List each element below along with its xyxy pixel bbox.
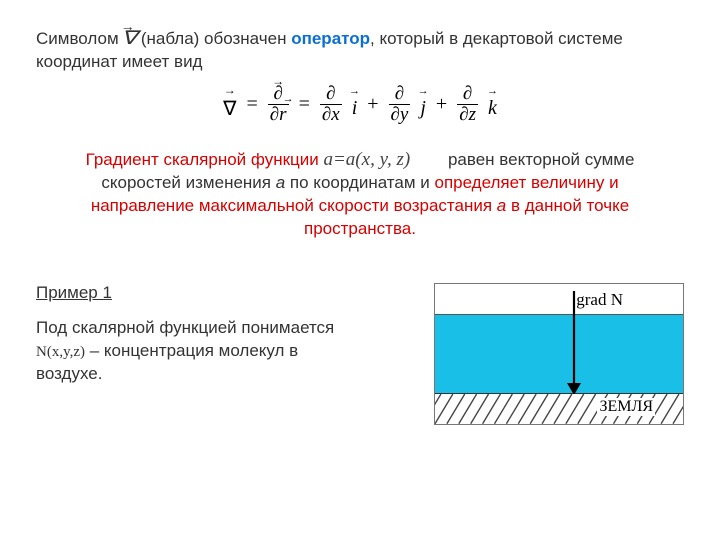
- ex-nxyz: N(x,y,z): [36, 344, 85, 360]
- ex-pre: Под скалярной функцией понимается: [36, 318, 334, 337]
- scalar-fn-expr: a=a(x, y, z): [323, 149, 410, 170]
- frac-bot: ∂r→: [268, 105, 289, 125]
- slide-root: Символом → ∇ (набла) обозначен оператор,…: [0, 0, 720, 540]
- arrow-icon: →: [418, 85, 429, 97]
- var-a-1: а: [276, 173, 285, 192]
- vec-label: k: [488, 97, 497, 119]
- frac-bot: ∂x: [320, 105, 342, 125]
- unit-i: → i: [352, 89, 358, 120]
- frac-dz: ∂ ∂z: [457, 84, 478, 125]
- var-a-2: а: [497, 196, 506, 215]
- arrow-icon: →: [487, 85, 498, 97]
- equals-2: =: [299, 93, 310, 116]
- frac-top: ∂: [393, 84, 406, 104]
- formula-block: → ∇ = → ∂ ∂r→ = ∂ ∂x → i +: [36, 84, 684, 125]
- p2-l2b: по координатам и: [285, 173, 434, 192]
- gradient-paragraph: Градиент скалярной функции a=a(x, y, z) …: [36, 147, 684, 241]
- unit-j: → j: [420, 89, 426, 120]
- p2-l1a: Градиент скалярной функции: [86, 150, 319, 169]
- frac-dy: ∂ ∂y: [389, 84, 411, 125]
- frac-bot: ∂z: [457, 105, 478, 125]
- vec-label: i: [352, 97, 358, 119]
- figure-top-strip: grad N: [435, 284, 683, 314]
- nabla-arrow-icon: →: [121, 21, 135, 35]
- earth-figure: grad N ЗЕМЛЯ: [434, 283, 684, 425]
- arrow-icon: →: [272, 75, 284, 88]
- frac-top: ∂: [324, 84, 337, 104]
- nabla-glyph: ∇: [223, 98, 236, 120]
- intro-after-nabla: (набла) обозначен: [141, 29, 291, 48]
- vec-label: j: [420, 97, 426, 119]
- operator-word: оператор: [291, 29, 370, 48]
- formula-nabla: → ∇: [223, 88, 236, 121]
- arrow-icon: →: [283, 94, 294, 106]
- intro-paragraph: Символом → ∇ (набла) обозначен оператор,…: [36, 28, 684, 74]
- example-row: Пример 1 Под скалярной функцией понимает…: [36, 283, 684, 425]
- down-arrow-icon: [563, 291, 585, 395]
- nabla-formula: → ∇ = → ∂ ∂r→ = ∂ ∂x → i +: [223, 84, 497, 125]
- arrow-icon: →: [349, 85, 360, 97]
- intro-pre: Символом: [36, 29, 123, 48]
- earth-label: ЗЕМЛЯ: [597, 398, 655, 416]
- p2-l1b: равен векторной: [448, 150, 580, 169]
- frac-dx: ∂ ∂x: [320, 84, 342, 125]
- frac-dr: → ∂ ∂r→: [268, 84, 289, 125]
- figure-ground: ЗЕМЛЯ: [435, 394, 683, 424]
- arrow-icon: →: [224, 84, 236, 96]
- example-body: Под скалярной функцией понимается N(x,y,…: [36, 317, 336, 386]
- frac-bot: ∂y: [389, 105, 411, 125]
- figure-sky: [435, 314, 683, 394]
- plus-2: +: [436, 93, 447, 116]
- frac-top: ∂: [461, 84, 474, 104]
- equals-1: =: [247, 93, 258, 116]
- example-text-col: Пример 1 Под скалярной функцией понимает…: [36, 283, 336, 386]
- example-title: Пример 1: [36, 283, 336, 303]
- unit-k: → k: [488, 89, 497, 120]
- nabla-icon: → ∇: [122, 29, 138, 48]
- plus-1: +: [367, 93, 378, 116]
- figure-col: grad N ЗЕМЛЯ: [434, 283, 684, 425]
